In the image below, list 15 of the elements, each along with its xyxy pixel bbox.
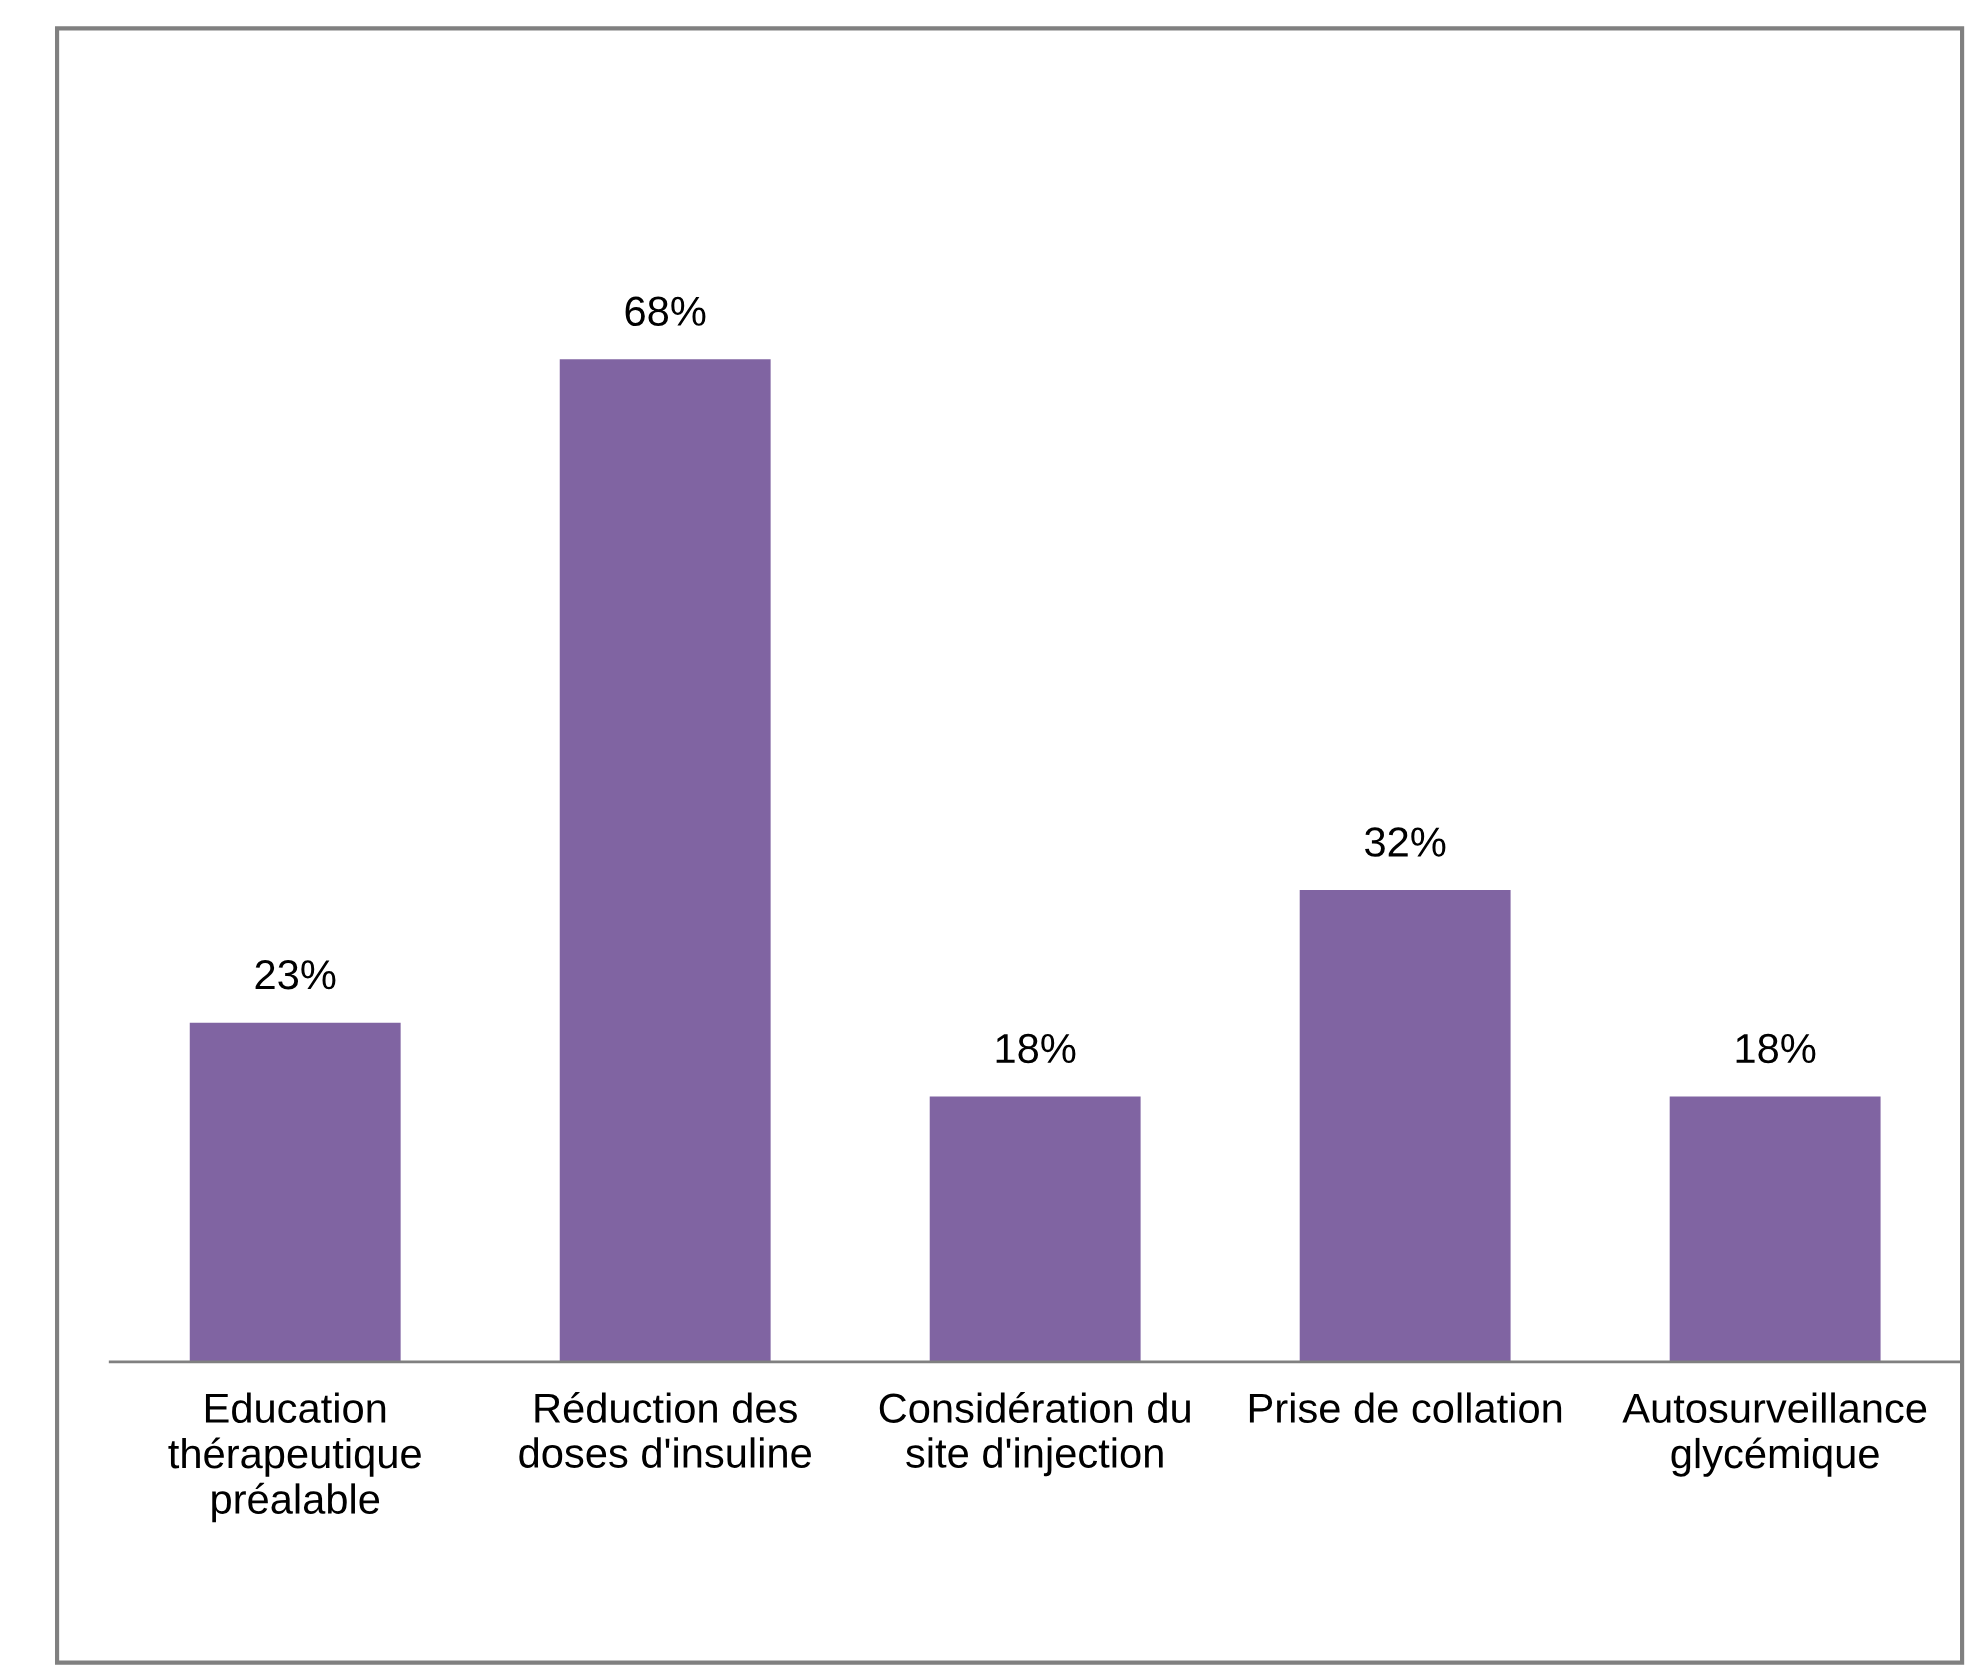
x-tick-label: Prise de collation [1249, 1392, 1562, 1424]
data-label: 68% [625, 296, 706, 327]
x-tick-label: Education thérapeutique préalable [168, 1392, 421, 1523]
data-label: 18% [996, 1033, 1076, 1064]
data-label: 18% [1736, 1033, 1816, 1064]
x-tick-label: Autosurveillance glycémique [1622, 1392, 1927, 1477]
bar [189, 1022, 401, 1362]
data-label: 32% [1365, 827, 1446, 857]
bar [1299, 890, 1511, 1362]
x-tick-label: Considération du site d'injection [879, 1391, 1190, 1477]
bar [1669, 1096, 1881, 1362]
x-tick-label: Réduction des doses d'insuline [519, 1391, 811, 1468]
bar [559, 359, 771, 1362]
data-label: 23% [255, 960, 336, 990]
bar [929, 1096, 1141, 1362]
